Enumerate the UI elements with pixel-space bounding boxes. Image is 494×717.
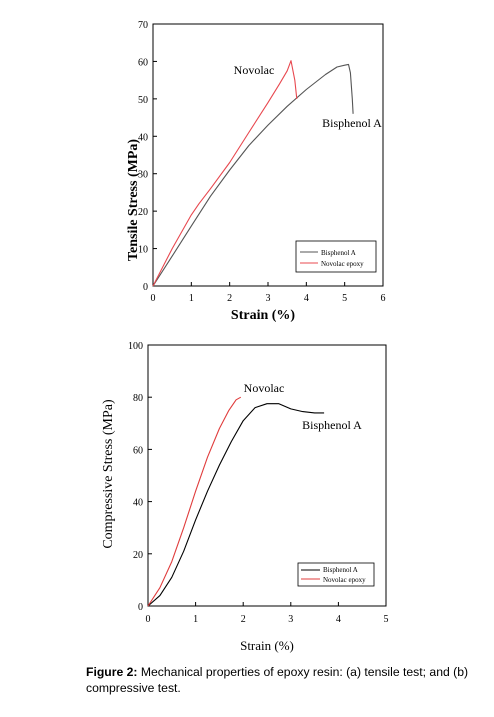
compressive-x-tick-label: 0 bbox=[146, 614, 151, 625]
figure-caption-text: Mechanical properties of epoxy resin: (a… bbox=[86, 665, 469, 695]
compressive-x-tick-label: 2 bbox=[241, 614, 246, 625]
compressive-x-axis-label: Strain (%) bbox=[240, 638, 294, 653]
compressive-legend-box bbox=[297, 562, 375, 587]
tensile-legend-box bbox=[295, 240, 377, 273]
tensile-y-tick-label: 60 bbox=[138, 57, 148, 68]
compressive-x-tick-label: 1 bbox=[193, 614, 198, 625]
compressive-y-tick-label: 0 bbox=[138, 602, 143, 613]
tensile-x-tick-label: 4 bbox=[304, 293, 309, 304]
tensile-y-axis-label: Tensile Stress (MPa) bbox=[126, 139, 141, 261]
tensile-y-tick-label: 30 bbox=[138, 170, 148, 181]
compressive-y-tick-label: 80 bbox=[133, 393, 143, 404]
tensile-bisphenol-annotation: Bisphenol A bbox=[322, 116, 382, 130]
compressive-legend-label-novolac: Novolac epoxy bbox=[323, 576, 366, 584]
compressive-bisphenol-annotation: Bisphenol A bbox=[302, 418, 362, 432]
compressive-x-tick-label: 5 bbox=[384, 614, 389, 625]
tensile-x-tick-label: 0 bbox=[151, 293, 156, 304]
tensile-novolac-annotation: Novolac bbox=[234, 63, 275, 77]
tensile-x-tick-label: 1 bbox=[189, 293, 194, 304]
compressive-legend-label-bisphenol: Bisphenol A bbox=[323, 566, 358, 574]
tensile-y-tick-label: 40 bbox=[138, 132, 148, 143]
compressive-y-tick-label: 40 bbox=[133, 498, 143, 509]
tensile-x-axis-label: Strain (%) bbox=[231, 308, 296, 323]
compressive-x-tick-label: 3 bbox=[288, 614, 293, 625]
tensile-x-tick-label: 3 bbox=[266, 293, 271, 304]
compressive-y-axis-label: Compressive Stress (MPa) bbox=[101, 399, 116, 549]
compressive-legend: Bisphenol A Novolac epoxy bbox=[297, 562, 375, 587]
compressive-chart: 0 1 2 3 4 5 0 20 40 60 80 100 Compressive Stress (M… bbox=[101, 341, 389, 653]
tensile-x-tick-label: 5 bbox=[342, 293, 347, 304]
tensile-legend-label-bisphenol: Bisphenol A bbox=[321, 249, 356, 257]
tensile-legend-label-novolac: Novolac epoxy bbox=[321, 260, 364, 268]
compressive-x-tick-label: 4 bbox=[336, 614, 341, 625]
tensile-series-novolac-epoxy-line bbox=[152, 60, 298, 287]
figure-caption-label: Figure 2: bbox=[86, 665, 138, 679]
compressive-series-bisphenol-a-line bbox=[147, 403, 325, 607]
tensile-y-tick-label: 10 bbox=[138, 245, 148, 256]
tensile-y-tick-label: 70 bbox=[138, 20, 148, 31]
tensile-x-tick-label: 6 bbox=[381, 293, 386, 304]
compressive-y-tick-label: 60 bbox=[133, 445, 143, 456]
tensile-y-tick-label: 50 bbox=[138, 95, 148, 106]
tensile-y-tick-label: 20 bbox=[138, 207, 148, 218]
compressive-novolac-annotation: Novolac bbox=[244, 381, 285, 395]
compressive-plot-frame bbox=[147, 344, 387, 607]
tensile-x-tick-label: 2 bbox=[227, 293, 232, 304]
compressive-y-tick-label: 20 bbox=[133, 550, 143, 561]
compressive-y-tick-label: 100 bbox=[128, 341, 143, 352]
compressive-series-novolac-epoxy-line bbox=[147, 396, 242, 607]
tensile-y-tick-label: 0 bbox=[143, 282, 148, 293]
tensile-legend: Bisphenol A Novolac epoxy bbox=[295, 240, 377, 273]
figure-caption: Figure 2: Mechanical properties of epoxy… bbox=[86, 664, 486, 696]
